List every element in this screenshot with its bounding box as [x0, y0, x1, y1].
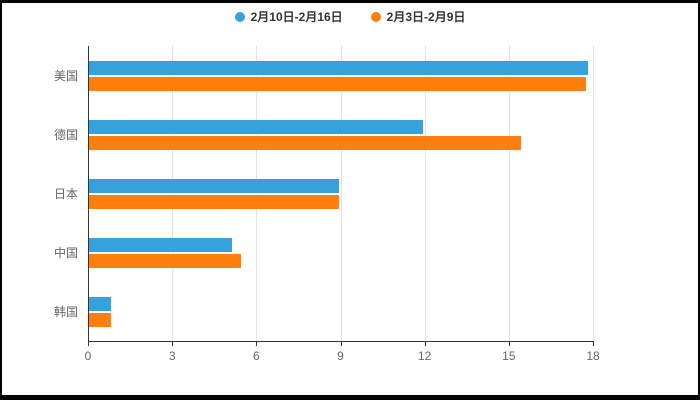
x-tick-mark	[256, 341, 258, 346]
bar-1-1[interactable]	[89, 60, 588, 75]
gridline	[593, 46, 594, 341]
bar-1-3[interactable]	[89, 178, 339, 193]
bar-2-3[interactable]	[89, 194, 339, 209]
x-tick-label: 9	[337, 349, 344, 363]
y-category-label: 日本	[53, 186, 78, 201]
x-tick-label: 0	[84, 349, 92, 363]
bar-1-5[interactable]	[89, 296, 111, 311]
legend-marker-icon	[370, 12, 381, 22]
gridline	[508, 46, 510, 341]
bar-2-5[interactable]	[89, 312, 111, 327]
gridline	[340, 46, 342, 341]
x-tick-mark	[340, 341, 342, 346]
bar-2-2[interactable]	[89, 135, 521, 150]
legend-label: 2月10日-2月16日	[250, 10, 343, 24]
x-tick-label: 6	[252, 349, 260, 363]
legend-item[interactable]: 2月10日-2月16日	[234, 10, 343, 24]
legend: 2月10日-2月16日 2月3日-2月9日	[2, 7, 698, 27]
x-tick-mark	[88, 341, 89, 346]
x-tick-label: 15	[502, 349, 516, 363]
y-category-label: 美国	[53, 68, 78, 83]
x-tick-mark	[424, 341, 426, 346]
gridline	[424, 46, 426, 341]
x-axis-line	[88, 341, 594, 342]
x-tick-label: 3	[168, 349, 176, 363]
x-tick-mark	[172, 341, 174, 346]
legend-marker-icon	[234, 12, 245, 22]
plot-area: 0 3 6 9 12 15 18 美国德国日本中国韩国	[2, 3, 698, 395]
x-tick-mark	[508, 341, 510, 346]
legend-label: 2月3日-2月9日	[386, 10, 466, 24]
gridline	[172, 46, 174, 341]
y-axis-line	[88, 46, 89, 341]
x-tick-mark	[593, 341, 594, 346]
y-category-label: 德国	[53, 127, 78, 142]
x-tick-label: 12	[417, 349, 432, 363]
bar-1-2[interactable]	[89, 119, 423, 134]
gridline	[256, 46, 258, 341]
y-category-label: 韩国	[53, 304, 78, 319]
x-tick-label: 18	[586, 349, 600, 363]
y-category-label: 中国	[53, 245, 78, 260]
bar-2-1[interactable]	[89, 76, 586, 91]
chart-canvas: 2月10日-2月16日 2月3日-2月9日 0 3 6 9 12 15 18 美国德国日本中国韩…	[2, 3, 698, 395]
legend-item[interactable]: 2月3日-2月9日	[370, 10, 466, 24]
bar-1-4[interactable]	[89, 237, 232, 252]
bar-2-4[interactable]	[89, 253, 241, 268]
